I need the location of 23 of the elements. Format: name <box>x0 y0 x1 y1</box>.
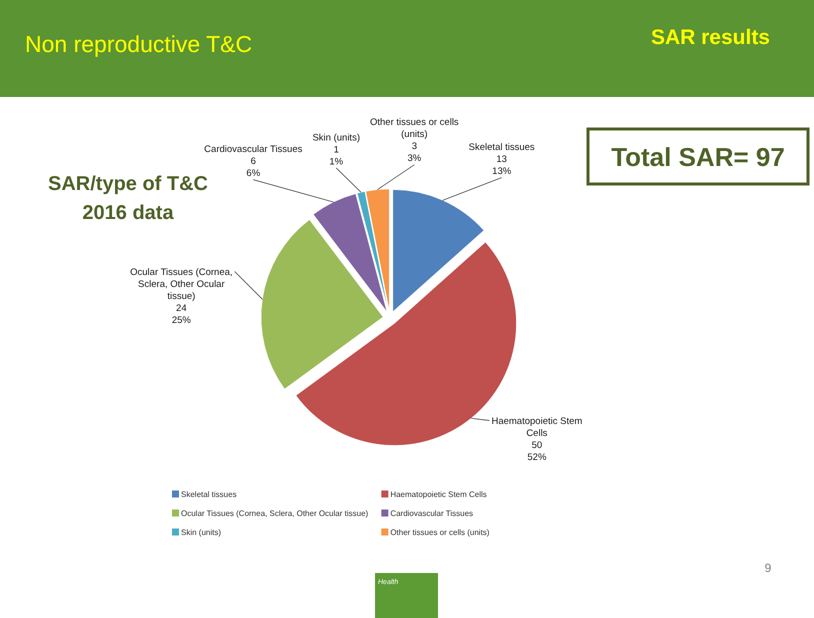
data-label: 6 6% <box>246 156 261 180</box>
legend-label: Other tissues or cells (units) <box>390 528 490 537</box>
data-label: 13 13% <box>492 154 512 178</box>
text: SAR results <box>650 26 770 49</box>
slice-label: Skin (units) <box>312 132 360 144</box>
slice-label: Haematopoietic Stem Cells <box>491 416 582 440</box>
slice-label: Skeletal tissues <box>468 142 535 154</box>
data-label: 24 25% <box>172 302 192 326</box>
text: SAR/type of T&C 2016 data <box>48 173 208 224</box>
slice-label: Other tissues or cells (units) <box>370 117 459 140</box>
legend-label: Skin (units) <box>181 528 222 537</box>
slice-label: Ocular Tissues (Cornea, Sclera, Other Ocular tissue) <box>130 266 233 302</box>
text: Total SAR= 97 <box>611 142 785 172</box>
data-label: 3 3% <box>407 141 422 164</box>
legend-label: Ocular Tissues (Cornea, Sclera, Other Ocular tissue) <box>181 509 369 518</box>
text: 9 <box>764 561 772 575</box>
legend-label: Skeletal tissues <box>181 490 237 499</box>
text: Non reproductive T&C <box>25 31 252 57</box>
data-label: 50 52% <box>527 440 547 464</box>
slice-label: Cardiovascular Tissues <box>204 144 303 156</box>
data-label: 1 1% <box>329 144 344 168</box>
legend-label: Haematopoietic Stem Cells <box>390 490 487 499</box>
legend-label: Cardiovascular Tissues <box>390 509 474 518</box>
